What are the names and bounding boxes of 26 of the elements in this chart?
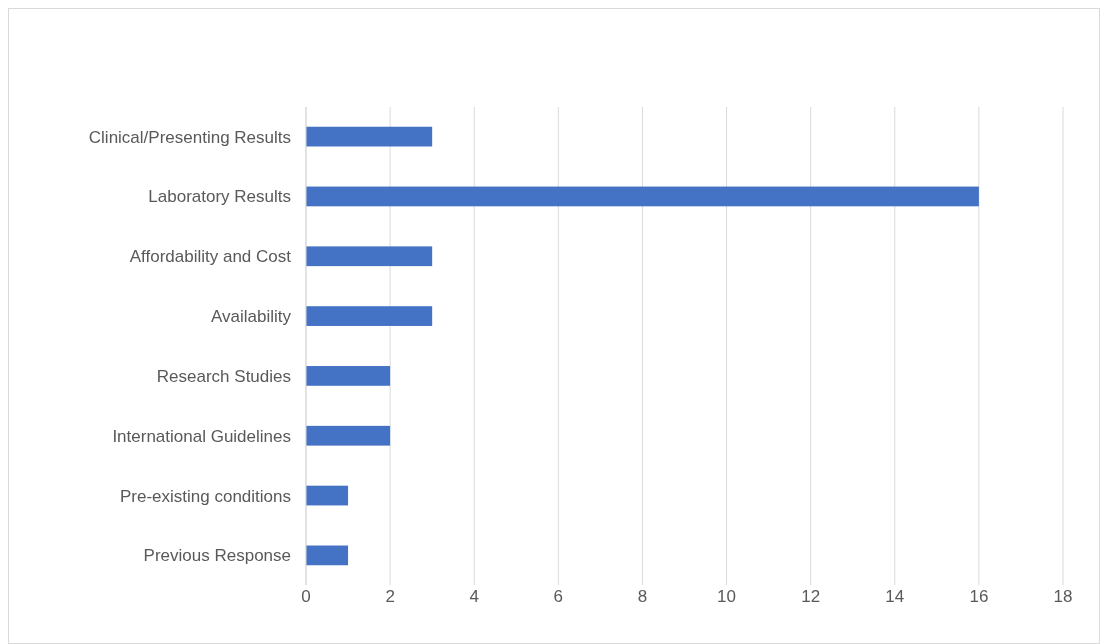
bar (306, 425, 391, 446)
y-tick-label: Pre-existing conditions (119, 486, 291, 506)
y-tick-label: International Guidelines (112, 426, 291, 446)
x-tick-label: 18 (1053, 587, 1073, 606)
x-tick-label: 8 (637, 587, 648, 606)
bar (306, 186, 979, 207)
bar (306, 126, 433, 147)
bar (306, 485, 349, 506)
x-tick-label: 16 (969, 587, 989, 606)
y-tick-label: Availability (210, 307, 292, 327)
x-tick-label: 12 (801, 587, 821, 606)
x-tick-label: 6 (553, 587, 564, 606)
x-tick-label: 0 (301, 587, 311, 606)
x-tick-label: 14 (885, 587, 905, 606)
x-tick-label: 10 (717, 587, 737, 606)
bar (306, 545, 349, 566)
y-tick-label: Previous Response (143, 546, 291, 566)
bar (306, 246, 433, 267)
x-tick-label: 2 (385, 587, 395, 606)
y-tick-label: Affordability and Cost (129, 247, 292, 267)
bar (306, 366, 391, 386)
bar (306, 306, 433, 326)
y-tick-label: Laboratory Results (148, 187, 291, 207)
x-tick-label: 4 (469, 587, 479, 606)
y-tick-label: Clinical/Presenting Results (88, 127, 291, 147)
y-tick-label: Research Studies (156, 366, 291, 386)
